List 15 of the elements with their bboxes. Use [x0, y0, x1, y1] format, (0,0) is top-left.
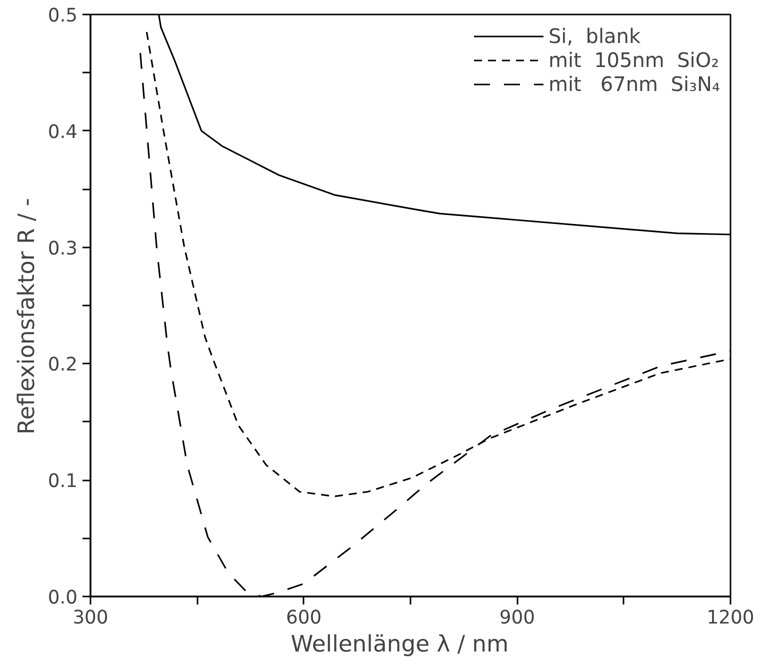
y-tick-label: 0.5 — [48, 6, 78, 26]
legend-label: mit 67nm Si₃N₄ — [548, 72, 720, 96]
x-tick-label: 600 — [286, 608, 322, 628]
x-axis-title: Wellenlänge λ / nm — [290, 632, 509, 658]
y-tick-label: 0.2 — [48, 354, 78, 376]
x-tick-label: 1200 — [706, 608, 754, 628]
y-tick-label: 0.1 — [48, 471, 78, 492]
y-tick-label: 0.0 — [48, 588, 78, 608]
y-axis-title: Reflexionsfaktor R / - — [14, 198, 40, 434]
legend-label: mit 105nm SiO₂ — [548, 48, 720, 72]
y-tick-label: 0.4 — [48, 122, 78, 143]
y-tick-label: 0.3 — [48, 238, 78, 260]
x-tick-label: 300 — [72, 608, 108, 628]
x-tick-label: 900 — [499, 608, 535, 628]
legend-label: Si, blank — [548, 24, 641, 48]
